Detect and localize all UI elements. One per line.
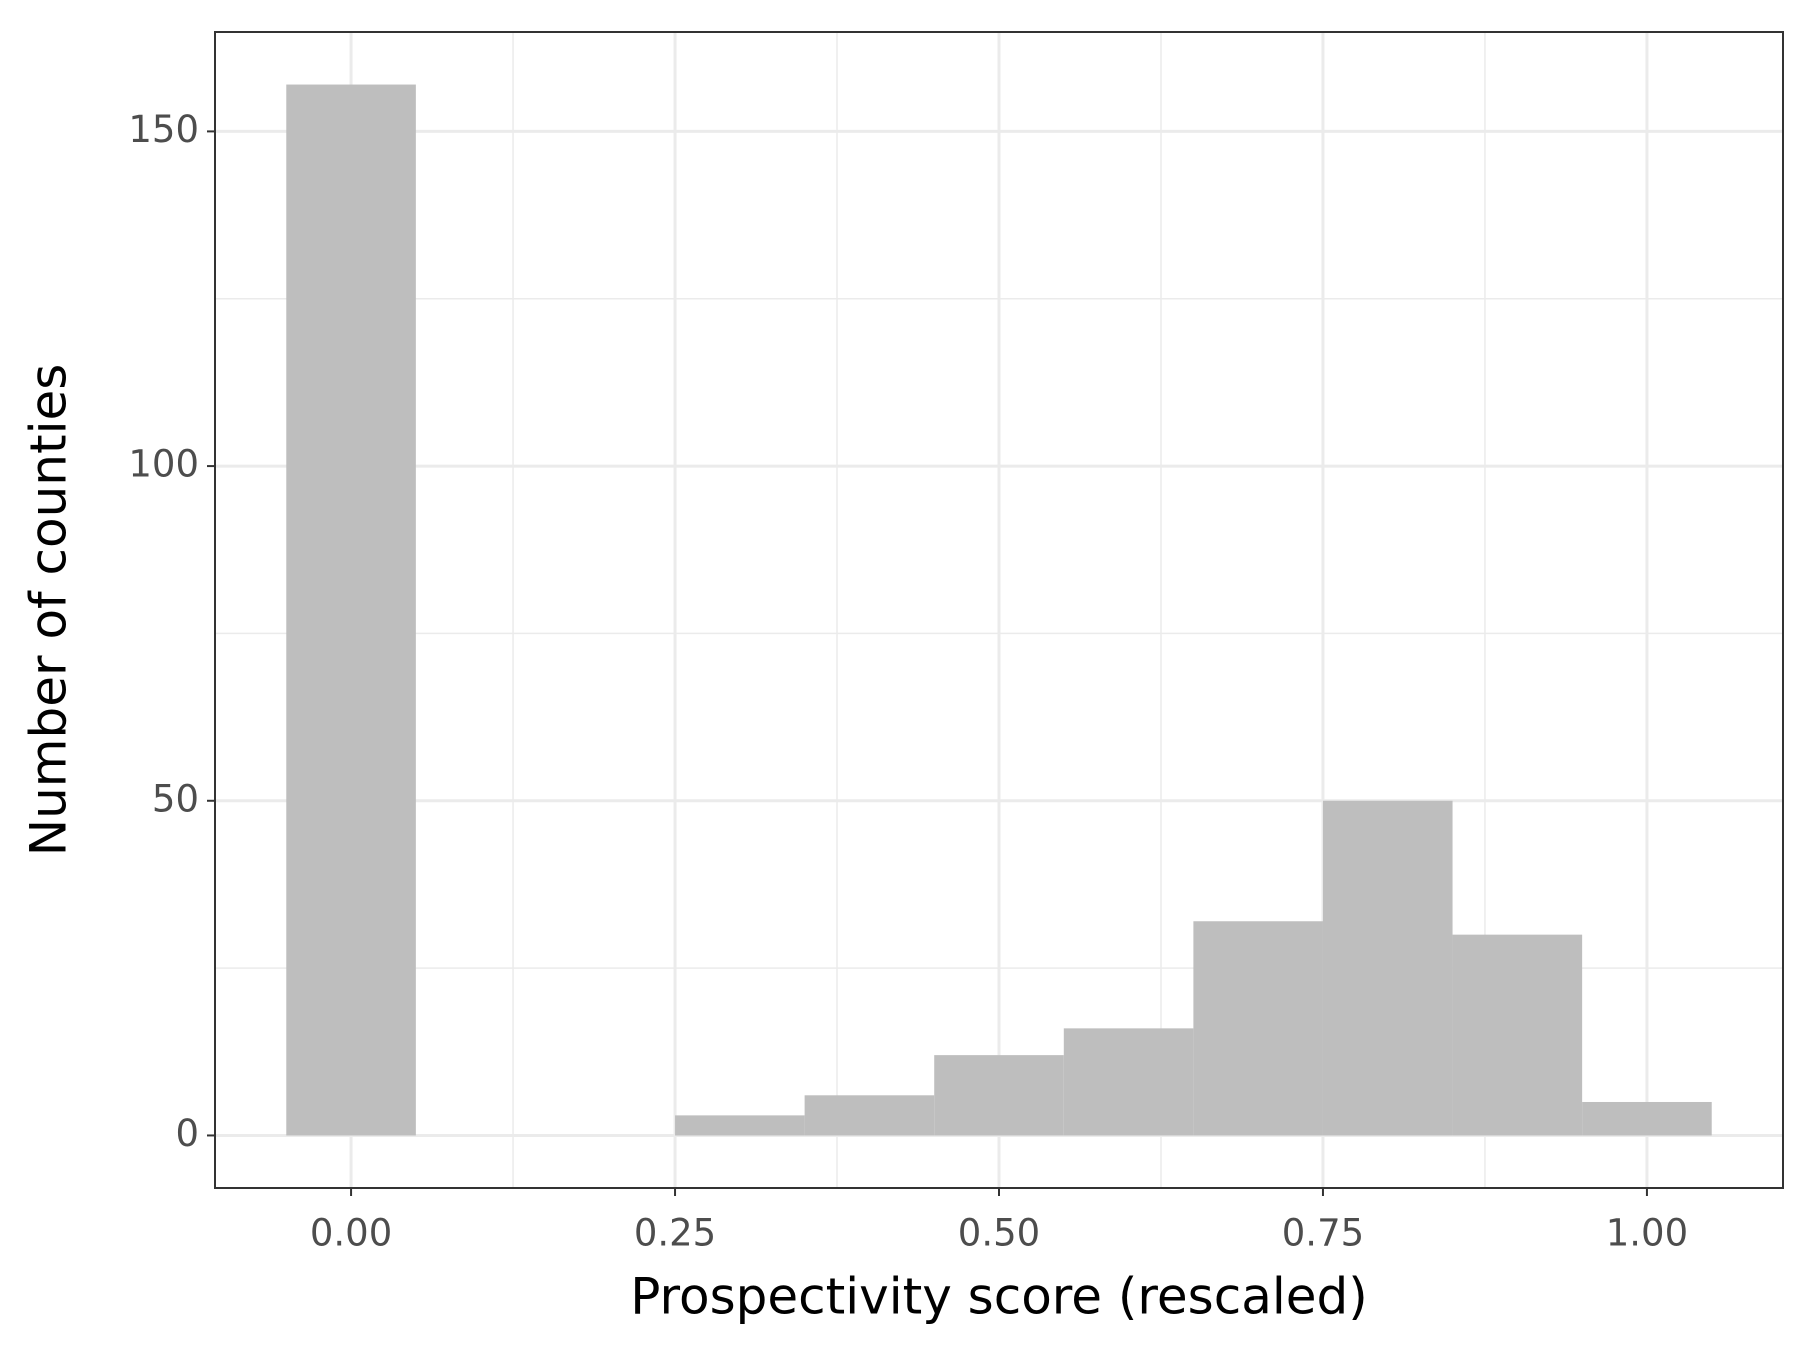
bar: [675, 1115, 805, 1136]
y-tick-label: 150: [128, 108, 199, 151]
bar: [1322, 800, 1453, 1136]
y-tick-label: 100: [128, 443, 199, 486]
bar: [1582, 1101, 1712, 1136]
x-tick-label: 0.00: [310, 1212, 392, 1255]
bar: [286, 84, 416, 1136]
x-axis-title: Prospectivity score (rescaled): [630, 1268, 1367, 1326]
bar: [1063, 1028, 1194, 1136]
y-tick-label: 0: [175, 1112, 199, 1155]
bar: [1452, 934, 1583, 1136]
bar: [804, 1095, 935, 1136]
bar: [934, 1055, 1064, 1136]
x-tick-label: 1.00: [1606, 1212, 1688, 1255]
y-tick-label: 50: [152, 777, 199, 820]
bar: [1193, 921, 1323, 1136]
x-tick-label: 0.50: [958, 1212, 1040, 1255]
y-axis-title: Number of counties: [20, 364, 78, 857]
x-tick-label: 0.75: [1282, 1212, 1364, 1255]
x-tick-label: 0.25: [634, 1212, 716, 1255]
